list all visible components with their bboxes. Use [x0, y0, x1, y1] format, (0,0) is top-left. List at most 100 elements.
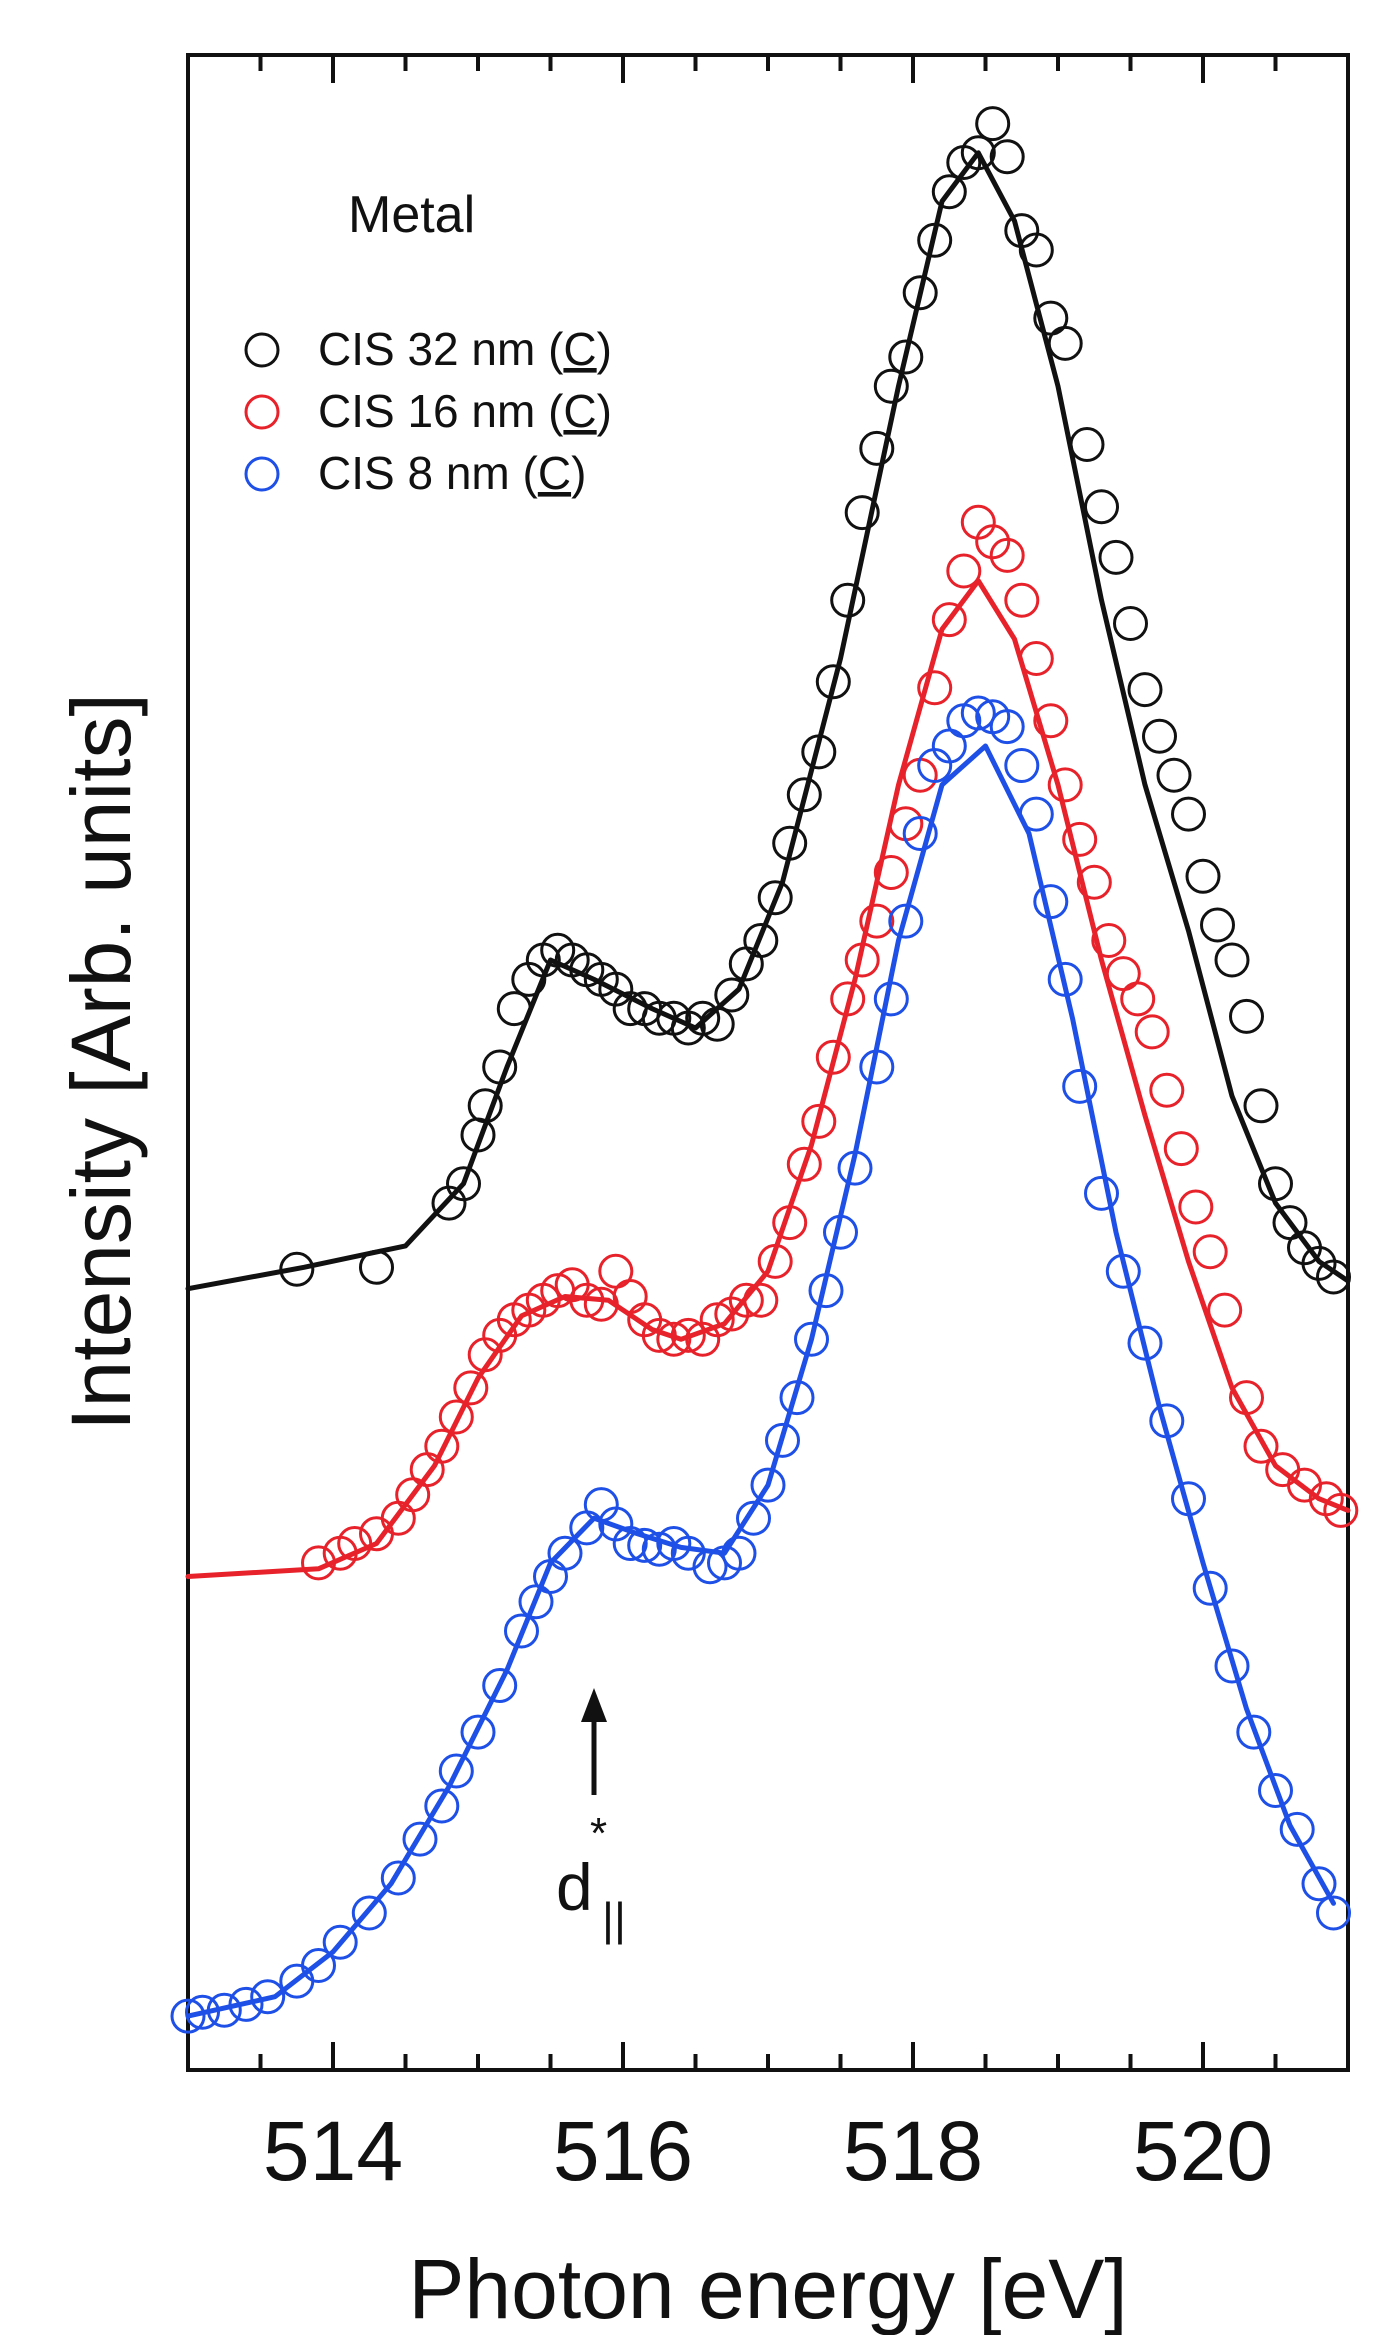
- data-point: [1134, 1014, 1170, 1050]
- data-point: [902, 816, 938, 851]
- legend-label: CIS 8 nm (C): [318, 447, 586, 499]
- data-point: [844, 495, 880, 531]
- data-point: [699, 1302, 735, 1338]
- data-point: [1018, 796, 1054, 832]
- data-point: [1156, 757, 1192, 793]
- data-point: [496, 991, 532, 1027]
- annotation-arrow-head: [581, 1688, 607, 1722]
- data-point: [873, 981, 909, 1017]
- data-point: [859, 903, 895, 939]
- data-point: [989, 537, 1025, 573]
- data-point: [1301, 1866, 1337, 1902]
- data-point: [1323, 1492, 1359, 1528]
- data-point: [337, 1526, 373, 1561]
- data-point: [917, 670, 953, 706]
- data-point: [322, 1924, 358, 1960]
- data-point: [1316, 1895, 1351, 1931]
- x-axis-title: Photon energy [eV]: [408, 2242, 1127, 2335]
- data-point: [1258, 1166, 1293, 1202]
- data-point: [1185, 858, 1221, 894]
- data-point: [1069, 427, 1105, 462]
- annotation-label: d: [556, 1850, 593, 1924]
- data-point: [228, 1986, 264, 2022]
- legend-marker: [244, 456, 280, 492]
- data-point: [1207, 1292, 1243, 1328]
- data-point: [801, 734, 837, 770]
- panel-label: Metal: [348, 186, 475, 244]
- data-point: [1229, 998, 1264, 1034]
- data-point: [917, 222, 953, 258]
- data-point: [359, 1249, 394, 1285]
- data-point: [888, 339, 924, 375]
- data-point: [765, 1422, 800, 1458]
- peak-annotation: d * ||: [556, 1688, 626, 1945]
- fit-curve-2: [185, 578, 1351, 1579]
- data-point: [1171, 1481, 1206, 1517]
- data-point: [1018, 641, 1054, 676]
- data-point: [1047, 961, 1083, 997]
- data-point: [627, 1527, 663, 1563]
- data-point: [1258, 1773, 1293, 1808]
- data-point: [772, 825, 808, 861]
- data-point: [859, 430, 895, 466]
- data-point: [424, 1428, 460, 1464]
- data-point: [1243, 1428, 1279, 1464]
- data-point: [721, 1535, 757, 1571]
- data-point: [612, 1279, 648, 1314]
- data-point: [482, 1049, 518, 1085]
- data-point: [1018, 232, 1054, 268]
- data-point: [1047, 767, 1083, 803]
- data-point: [750, 1467, 786, 1503]
- x-axis-ticks: [186, 55, 1350, 2070]
- data-point: [453, 1370, 489, 1406]
- data-point: [830, 582, 866, 618]
- legend-marker: [244, 394, 280, 430]
- data-point: [801, 1103, 837, 1139]
- data-point: [808, 1273, 844, 1309]
- data-point: [873, 855, 909, 890]
- data-point: [946, 553, 982, 589]
- data-point: [692, 1549, 728, 1585]
- data-point: [823, 1214, 858, 1250]
- data-point: [438, 1399, 474, 1435]
- x-axis-tick-labels: 514 516 518 520: [263, 2104, 1273, 2198]
- data-point: [1084, 489, 1119, 525]
- data-point: [772, 1205, 808, 1241]
- data-point: [1142, 718, 1177, 754]
- data-point: [612, 1526, 648, 1561]
- data-point: [1243, 1088, 1279, 1124]
- data-point: [1149, 1403, 1185, 1439]
- data-point: [1084, 1175, 1119, 1211]
- fit-curve-1: [185, 150, 1351, 1292]
- data-point: [438, 1753, 474, 1789]
- data-point: [301, 1948, 336, 1983]
- data-point: [279, 1251, 315, 1287]
- data-point: [185, 1994, 220, 2030]
- data-point: [1214, 1648, 1250, 1684]
- data-point: [1120, 981, 1156, 1017]
- data-point: [859, 1049, 895, 1085]
- data-point: [794, 1321, 829, 1357]
- data-point: [1091, 923, 1127, 958]
- annotation-superscript: *: [590, 1809, 607, 1858]
- data-point: [351, 1895, 387, 1931]
- y-axis-title: Intensity [Arb. units]: [54, 693, 148, 1431]
- data-point: [380, 1860, 416, 1896]
- data-point: [1127, 672, 1163, 708]
- data-point: [1033, 884, 1069, 920]
- data-point: [873, 368, 909, 404]
- data-point: [960, 695, 996, 731]
- data-point: [685, 1000, 721, 1036]
- data-point: [757, 880, 793, 916]
- x-tick-label: 520: [1133, 2104, 1273, 2198]
- annotation-subscript: ||: [602, 1893, 626, 1945]
- data-point: [699, 1006, 735, 1042]
- data-point: [815, 1039, 851, 1075]
- data-point: [1316, 1259, 1351, 1295]
- data-point: [1127, 1325, 1163, 1361]
- data-point: [402, 1821, 438, 1857]
- data-point: [1113, 606, 1148, 641]
- data-point: [301, 1545, 336, 1581]
- data-point: [786, 777, 822, 813]
- data-point: [888, 903, 924, 939]
